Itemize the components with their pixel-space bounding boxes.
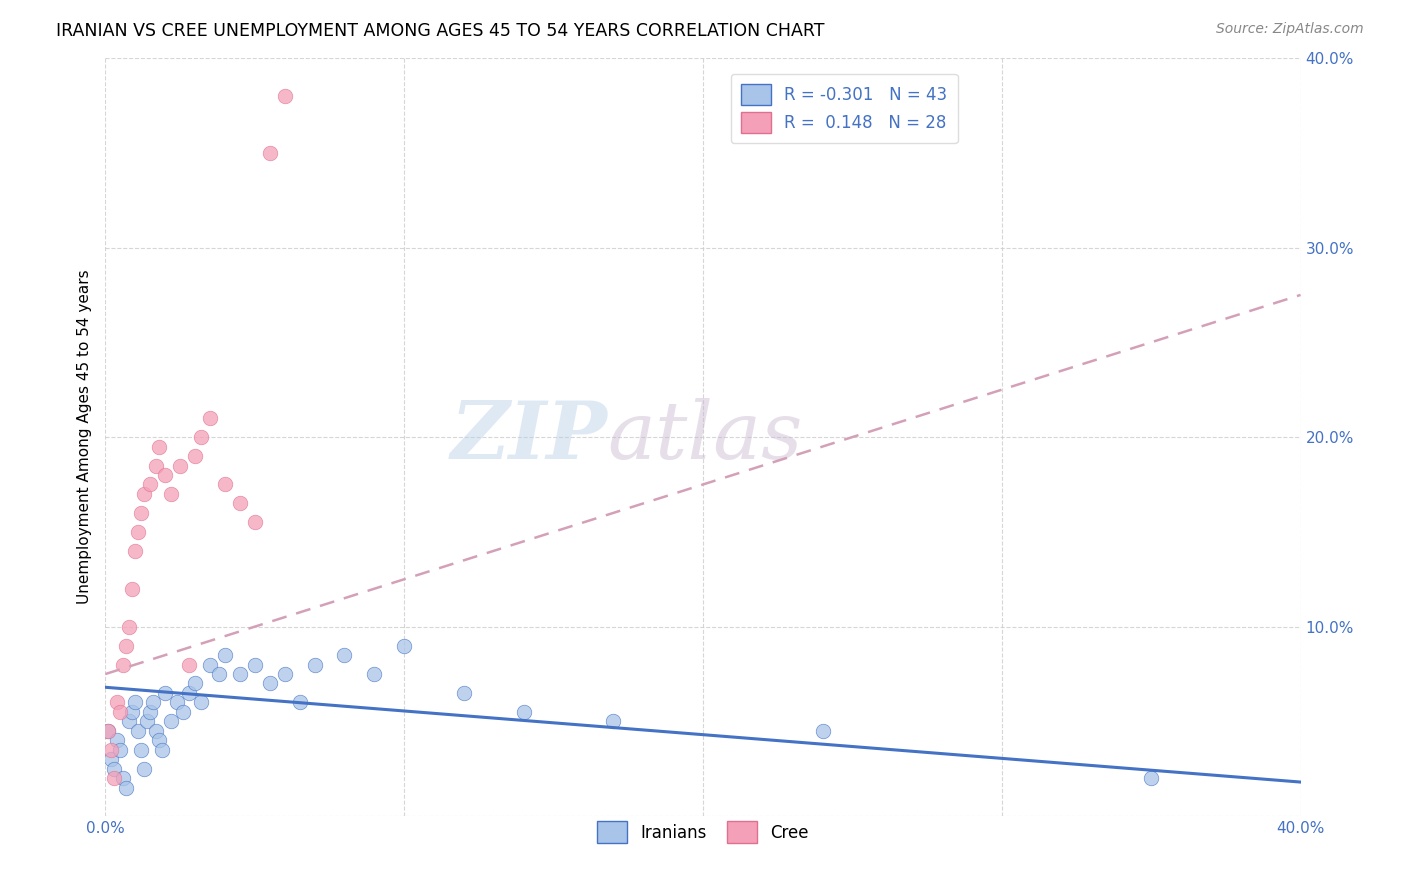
Text: ZIP: ZIP: [450, 399, 607, 475]
Point: [107, 696, 129, 710]
Text: atlas: atlas: [607, 399, 803, 475]
Point: [288, 696, 311, 710]
Point: [148, 440, 170, 454]
Point: [127, 524, 149, 539]
Point: [103, 762, 125, 776]
Point: [208, 667, 231, 681]
Point: [134, 487, 156, 501]
Point: [100, 752, 122, 766]
Point: [112, 771, 135, 786]
Point: [145, 723, 167, 738]
Point: [121, 705, 143, 719]
Point: [155, 686, 177, 700]
Point: [118, 619, 141, 633]
Point: [97, 723, 120, 738]
Point: [811, 723, 834, 738]
Point: [513, 705, 536, 719]
Point: [229, 667, 252, 681]
Point: [110, 743, 132, 757]
Point: [453, 686, 475, 700]
Text: IRANIAN VS CREE UNEMPLOYMENT AMONG AGES 45 TO 54 YEARS CORRELATION CHART: IRANIAN VS CREE UNEMPLOYMENT AMONG AGES …: [56, 22, 825, 40]
Point: [110, 705, 132, 719]
Point: [243, 516, 266, 530]
Legend: Iranians, Cree: Iranians, Cree: [591, 814, 815, 849]
Point: [198, 411, 221, 425]
Point: [155, 467, 177, 482]
Point: [124, 543, 146, 558]
Point: [304, 657, 326, 672]
Point: [394, 639, 416, 653]
Point: [1140, 771, 1163, 786]
Point: [160, 714, 183, 729]
Point: [190, 430, 212, 444]
Point: [363, 667, 385, 681]
Point: [169, 458, 191, 473]
Point: [259, 145, 281, 160]
Point: [184, 676, 207, 690]
Point: [273, 88, 295, 103]
Point: [124, 696, 146, 710]
Point: [139, 477, 162, 491]
Point: [97, 723, 120, 738]
Point: [190, 696, 212, 710]
Point: [333, 648, 356, 662]
Point: [273, 667, 295, 681]
Point: [198, 657, 221, 672]
Point: [142, 696, 165, 710]
Point: [134, 762, 156, 776]
Point: [172, 705, 194, 719]
Point: [166, 696, 188, 710]
Point: [115, 780, 138, 795]
Point: [115, 639, 138, 653]
Point: [127, 723, 149, 738]
Point: [214, 477, 236, 491]
Point: [214, 648, 236, 662]
Point: [150, 743, 173, 757]
Point: [107, 733, 129, 747]
Point: [602, 714, 624, 729]
Point: [145, 458, 167, 473]
Text: Source: ZipAtlas.com: Source: ZipAtlas.com: [1216, 22, 1364, 37]
Point: [103, 771, 125, 786]
Point: [139, 705, 162, 719]
Point: [129, 743, 153, 757]
Point: [243, 657, 266, 672]
Point: [184, 449, 207, 463]
Point: [100, 743, 122, 757]
Point: [121, 582, 143, 596]
Point: [177, 686, 201, 700]
Point: [148, 733, 170, 747]
Point: [229, 496, 252, 510]
Point: [118, 714, 141, 729]
Point: [112, 657, 135, 672]
Point: [259, 676, 281, 690]
Point: [136, 714, 159, 729]
Point: [129, 506, 153, 520]
Y-axis label: Unemployment Among Ages 45 to 54 years: Unemployment Among Ages 45 to 54 years: [76, 269, 91, 605]
Point: [160, 487, 183, 501]
Point: [177, 657, 201, 672]
